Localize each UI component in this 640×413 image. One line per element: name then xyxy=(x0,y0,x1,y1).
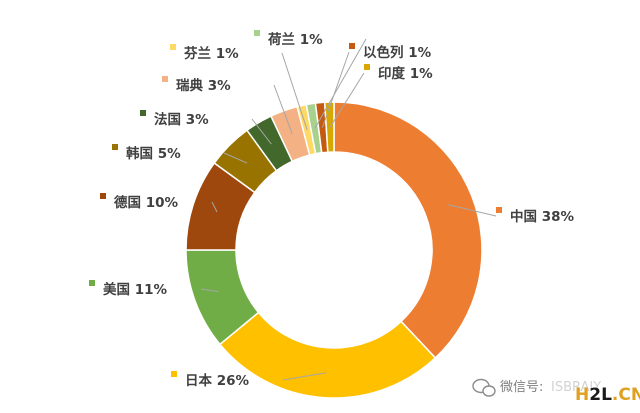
data-label-4: 德国 10% xyxy=(114,194,178,211)
slice-1 xyxy=(333,101,483,359)
label-marker-6 xyxy=(140,110,146,116)
slices-group xyxy=(185,101,483,399)
label-marker-1 xyxy=(496,207,502,213)
leader-line-1 xyxy=(448,204,497,217)
label-marker-3 xyxy=(89,280,95,286)
slice-2 xyxy=(218,311,437,399)
leader-line-8 xyxy=(281,52,308,131)
leader-line-2 xyxy=(282,372,327,381)
leader-line-6 xyxy=(251,118,272,145)
leader-line-10 xyxy=(321,51,350,128)
data-label-8: 芬兰 1% xyxy=(183,45,239,62)
label-marker-4 xyxy=(100,193,106,199)
data-label-1: 中国 38% xyxy=(510,208,574,225)
data-label-6: 法国 3% xyxy=(154,111,209,128)
label-marker-9 xyxy=(254,30,260,36)
data-label-9: 荷兰 1% xyxy=(267,31,323,48)
label-marker-10 xyxy=(349,43,355,49)
leader-line-7 xyxy=(273,84,293,135)
wechat-account: ISBRAIY xyxy=(551,380,601,395)
label-marker-11 xyxy=(364,64,370,70)
leader-line-5 xyxy=(223,152,248,164)
data-label-2: 日本 26% xyxy=(185,372,249,389)
leader-line-4 xyxy=(211,201,218,213)
label-marker-7 xyxy=(162,76,168,82)
brand-logo: H2L.CN xyxy=(575,385,640,405)
wechat-icon xyxy=(472,378,496,397)
labels-group: 中国 38% 日本 26% 美国 11% 德国 10% 韩国 5% 法国 3% 瑞典 3% 芬… xyxy=(89,30,574,389)
watermark: 微信号: ISBRAIY H2L.CN xyxy=(472,378,640,405)
label-marker-2 xyxy=(171,371,177,377)
data-label-7: 瑞典 3% xyxy=(176,77,231,94)
data-label-10: 以色列 1% xyxy=(363,44,432,61)
data-label-5: 韩国 5% xyxy=(126,145,181,162)
data-label-11: 印度 1% xyxy=(378,65,433,82)
data-label-3: 美国 11% xyxy=(103,281,167,298)
label-marker-5 xyxy=(112,144,118,150)
leader-line-11 xyxy=(329,72,365,128)
leader-line-3 xyxy=(200,288,219,293)
label-marker-8 xyxy=(170,44,176,50)
leader-lines-group xyxy=(200,38,497,381)
wechat-id-label: 微信号: xyxy=(500,380,543,395)
leader-line-9 xyxy=(314,38,367,129)
